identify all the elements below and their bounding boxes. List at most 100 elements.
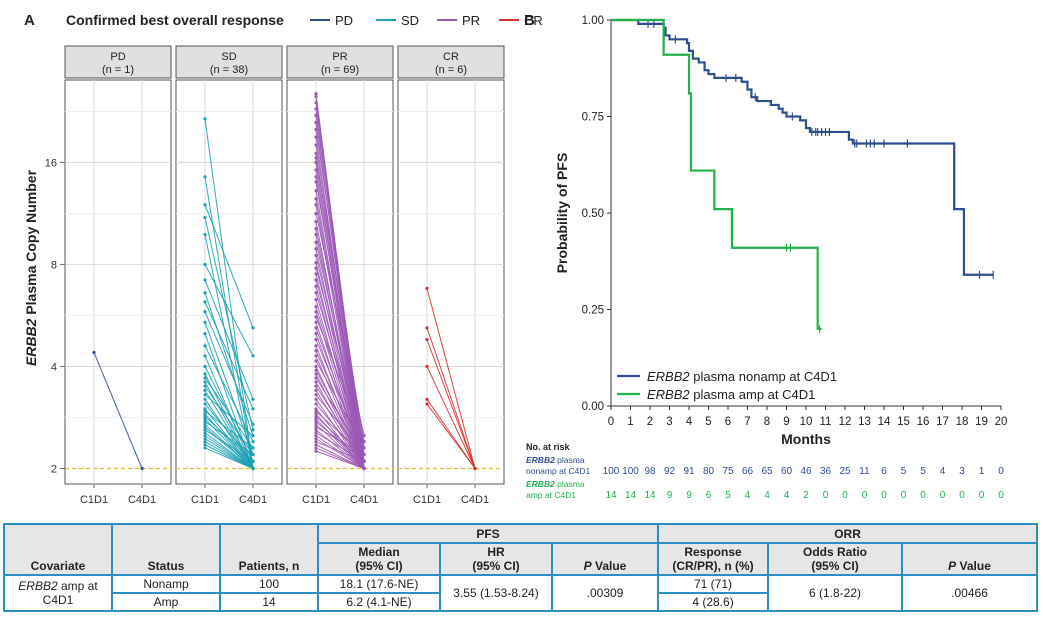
point-c1d1: [203, 446, 207, 450]
point-c1d1: [314, 284, 318, 288]
x-tick-label-b: 14: [878, 416, 891, 428]
point-c1d1: [314, 135, 318, 139]
point-c1d1: [314, 388, 318, 392]
point-c1d1: [314, 437, 318, 441]
nar-value: 100: [622, 466, 639, 477]
pair-line: [93, 352, 143, 469]
point-c1d1: [203, 376, 207, 380]
point-c1d1: [203, 434, 207, 438]
point-c1d1: [203, 203, 207, 207]
pair-line: [315, 450, 365, 469]
point-c1d1: [314, 143, 318, 147]
km-legend-rest: plasma amp at C4D1: [690, 387, 816, 402]
facet-title: CR: [443, 51, 459, 63]
point-c1d1: [314, 315, 318, 319]
pfs-p-cell: .00309: [550, 574, 660, 612]
point-c1d1: [314, 92, 318, 96]
x-tick-label-b: 9: [783, 416, 789, 428]
km-legend-gene: ERBB2: [647, 387, 690, 402]
point-c1d1: [314, 372, 318, 376]
point-c1d1: [203, 397, 207, 401]
number-at-risk-title: No. at risk: [526, 442, 571, 452]
point-c1d1: [314, 326, 318, 330]
point-c4d1: [251, 354, 255, 358]
x-tick-label-a: C1D1: [80, 494, 108, 506]
nar-value: 100: [603, 466, 620, 477]
pair-line: [204, 429, 254, 462]
pair-line: [204, 234, 254, 469]
response-header: Response (CR/PR), n (%): [657, 542, 770, 576]
panel-b-letter: B: [524, 12, 535, 29]
y-tick-label-b: 1.00: [582, 15, 604, 27]
response-cell: 4 (28.6): [657, 592, 770, 612]
patient-pair: [314, 425, 366, 457]
point-c1d1: [425, 397, 429, 401]
y-tick-label-a: 4: [51, 361, 57, 373]
point-c1d1: [314, 364, 318, 369]
km-legend-rest: plasma nonamp at C4D1: [690, 369, 837, 384]
legend-label-pr: PR: [462, 13, 480, 28]
x-tick-label-b: 0: [608, 416, 614, 428]
nar-value: 0: [842, 490, 848, 501]
y-axis-label-rest: Plasma Copy Number: [23, 169, 39, 318]
x-tick-label-a: C1D1: [191, 494, 219, 506]
patient-pair: [203, 409, 255, 450]
y-tick-label-a: 16: [45, 157, 57, 169]
point-c4d1: [362, 466, 366, 471]
point-c1d1: [314, 440, 318, 444]
point-c1d1: [203, 291, 207, 295]
nar-value: 0: [920, 490, 926, 501]
pair-line: [204, 403, 254, 462]
pair-line: [204, 421, 254, 455]
hr-header-l1: HR: [487, 545, 505, 559]
point-c1d1: [314, 344, 318, 348]
pair-line: [204, 311, 254, 425]
facet-cr: CR(n = 6) C1D1 C4D1: [397, 45, 505, 506]
facet-n: (n = 1): [102, 64, 134, 76]
pair-line: [315, 157, 365, 442]
km-series-amp: ERBB2 plasma amp at C4D1: [611, 18, 822, 402]
km-series-nonamp: ERBB2 plasma nonamp at C4D1: [611, 18, 994, 384]
point-c4d1: [251, 326, 255, 330]
pair-line: [315, 394, 365, 455]
table-row: ERBB2 amp at C4D1 Nonamp 100 18.1 (17.6-N…: [3, 574, 1039, 612]
pair-line: [315, 213, 365, 436]
patients-header: Patients, n: [219, 523, 319, 576]
point-c1d1: [203, 332, 207, 336]
legend-label-sd: SD: [401, 13, 419, 28]
nar-value: 60: [781, 466, 793, 477]
facet-pr: PR(n = 69) C1D1 C4D1: [286, 45, 394, 506]
pair-line: [315, 292, 365, 455]
hr-header-l2: (95% CI): [472, 559, 520, 573]
pair-line: [315, 350, 365, 462]
point-c1d1: [203, 320, 207, 324]
covariate-cell: ERBB2 amp at C4D1: [3, 574, 113, 612]
patient-pair: [203, 203, 255, 330]
point-c4d1: [251, 440, 255, 444]
covariate-gene: ERBB2: [18, 579, 58, 593]
point-c1d1: [203, 310, 207, 314]
pair-line: [315, 429, 365, 469]
nar-value: 14: [644, 490, 656, 501]
nar-value: 80: [703, 466, 715, 477]
nar-value: 0: [823, 490, 829, 501]
point-c1d1: [425, 364, 429, 369]
point-c1d1: [314, 412, 318, 416]
point-c1d1: [314, 332, 318, 336]
point-c1d1: [314, 197, 318, 201]
point-c1d1: [203, 278, 207, 282]
nar-row-label: ERBB2 plasma: [526, 479, 585, 489]
results-table: Covariate Status Patients, n PFS ORR Med…: [3, 523, 1039, 612]
point-c1d1: [203, 420, 207, 424]
patient-pair: [203, 278, 255, 401]
point-c1d1: [314, 376, 318, 380]
response-legend: PD SD PR CR: [310, 13, 543, 28]
legend-label-cr: CR: [524, 13, 543, 28]
patient-pair: [203, 215, 255, 432]
nar-value: 75: [722, 466, 734, 477]
point-c1d1: [203, 354, 207, 358]
point-c1d1: [314, 291, 318, 295]
point-c1d1: [425, 338, 429, 342]
orr-p-cell: .00466: [901, 574, 1039, 612]
status-cell: Nonamp: [111, 574, 221, 594]
